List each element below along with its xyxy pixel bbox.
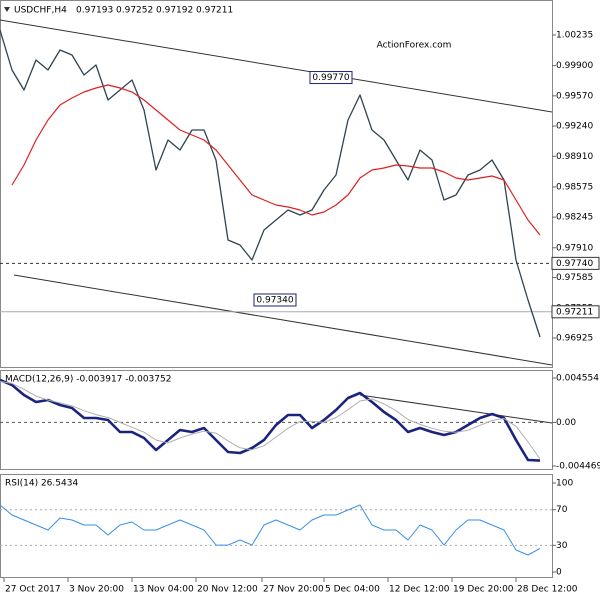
channel-upper (0, 19, 553, 113)
y-tick-label: 0.00 (556, 418, 576, 428)
y-tick-label: 100 (556, 478, 573, 488)
level-label: 0.97740 (556, 259, 593, 269)
symbol: USDCHF,H4 (14, 6, 67, 16)
y-tick-label: 0.99240 (556, 122, 593, 132)
ohlc-value: 0.97193 (76, 6, 113, 16)
ohlc-value: 0.97211 (196, 6, 233, 16)
y-tick-label: 0.99900 (556, 61, 593, 71)
y-tick-label: 70 (556, 505, 568, 515)
macd-trendline (359, 394, 553, 424)
rsi-frame (0, 474, 553, 578)
x-tick-label: 28 Dec 12:00 (517, 585, 578, 595)
series-line (0, 504, 541, 556)
y-tick-label: 0.97585 (556, 273, 593, 283)
annotation-label: 0.99770 (312, 73, 349, 83)
y-tick-label: -0.004469 (556, 462, 600, 472)
panel-title: RSI(14) 26.5434 (5, 479, 78, 489)
y-tick-label: 30 (556, 541, 568, 551)
level-box (551, 256, 600, 270)
ohlc-value: 0.97192 (156, 6, 193, 16)
macd-frame (0, 370, 553, 470)
y-tick-label: 0.004554 (556, 373, 599, 383)
price-frame (0, 0, 553, 368)
level-label: 0.97211 (556, 307, 593, 317)
x-tick-label: 12 Dec 12:00 (389, 585, 450, 595)
series-line (0, 378, 541, 462)
y-tick-label: 0 (556, 568, 562, 578)
x-tick-label: 20 Nov 12:00 (197, 585, 258, 595)
watermark: ActionForex.com (377, 41, 452, 51)
x-tick-label: 27 Oct 2017 (5, 585, 61, 595)
series-line (0, 381, 541, 460)
y-tick-label: 0.97910 (556, 243, 593, 253)
menu-triangle (4, 7, 10, 12)
annotation-label: 0.97340 (256, 295, 293, 305)
y-tick-label: 0.96925 (556, 333, 593, 343)
y-tick-label: 0.99570 (556, 91, 593, 101)
y-tick-label: 1.00235 (556, 30, 593, 40)
level-box (551, 305, 600, 319)
x-tick-label: 3 Nov 20:00 (69, 585, 124, 595)
panel-title: MACD(12,26,9) -0.003917 -0.003752 (5, 375, 171, 385)
series-line (11, 84, 541, 236)
x-tick-label: 19 Dec 20:00 (453, 585, 514, 595)
y-tick-label: 0.98910 (556, 152, 593, 162)
x-tick-label: 5 Dec 04:00 (325, 585, 380, 595)
annotation-box (309, 71, 353, 85)
annotation-box (253, 293, 297, 307)
channel-lower (13, 274, 553, 366)
series-line (0, 29, 541, 338)
y-tick-label: 0.98575 (556, 182, 593, 192)
y-tick-label: 0.98245 (556, 213, 593, 223)
x-tick-label: 13 Nov 04:00 (133, 585, 194, 595)
ohlc-value: 0.97252 (116, 6, 153, 16)
x-tick-label: 27 Nov 20:00 (263, 585, 324, 595)
